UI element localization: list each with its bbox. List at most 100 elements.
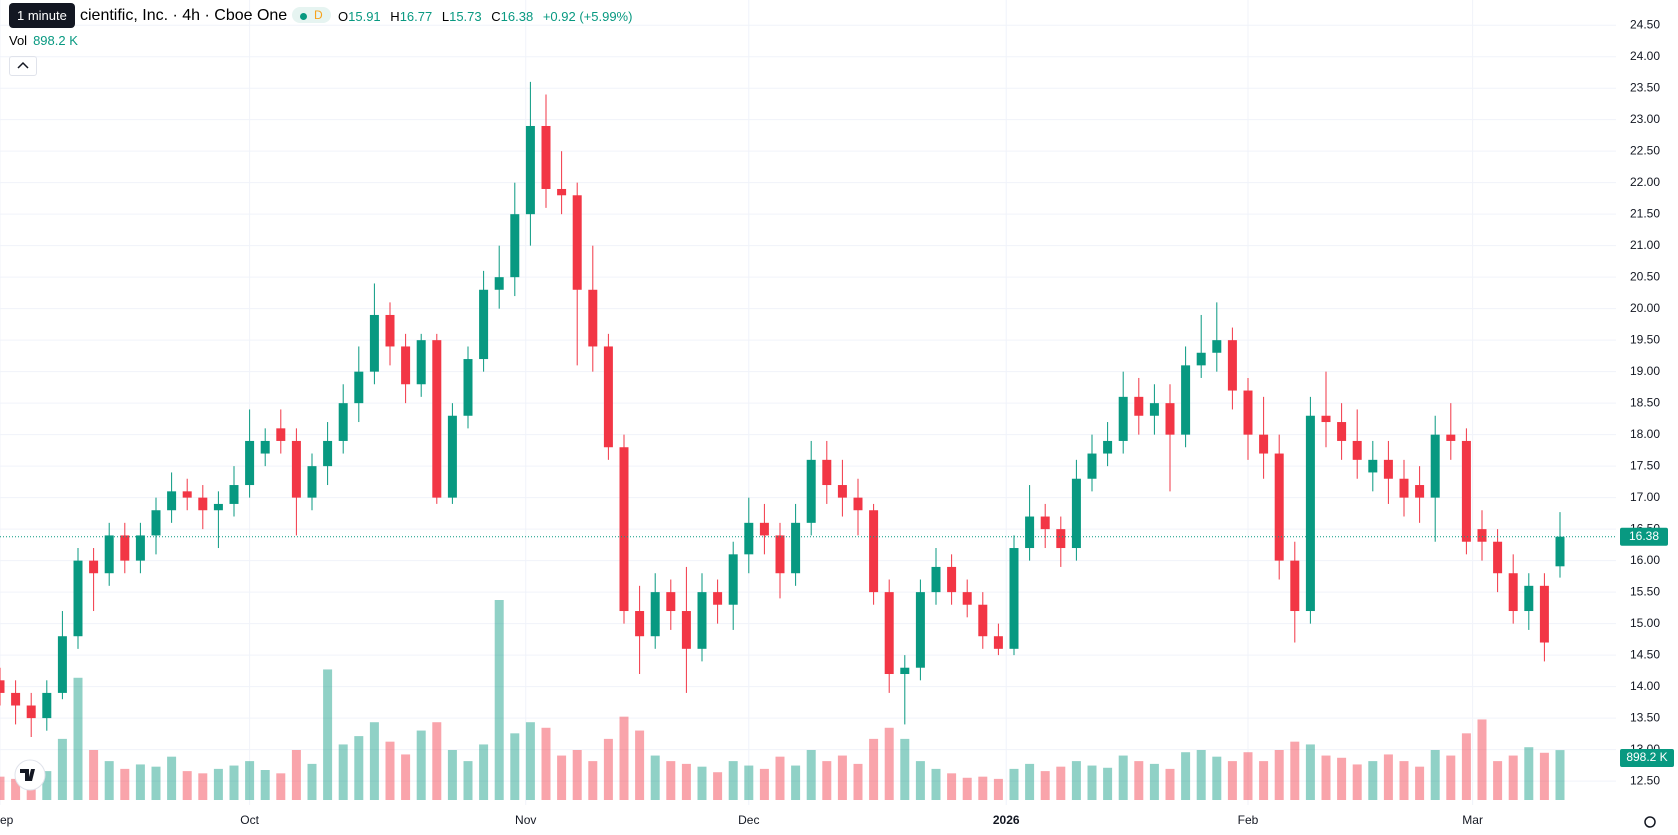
ohlc-label: L	[441, 9, 450, 24]
volume-bar	[1009, 768, 1019, 800]
volume-bar	[104, 761, 114, 800]
volume-bar	[182, 771, 192, 800]
candle-body	[57, 636, 67, 693]
volume-bar	[1087, 765, 1097, 800]
volume-bar	[525, 722, 535, 800]
volume-bar	[619, 716, 629, 800]
candle-body	[1149, 403, 1159, 416]
volume-bar	[291, 750, 301, 800]
volume-bar	[1321, 755, 1331, 800]
candle-body	[151, 510, 161, 536]
volume-bar	[151, 766, 161, 800]
ohlc-label: O	[338, 9, 349, 24]
candle-body	[853, 497, 863, 511]
volume-bar	[884, 727, 894, 800]
candle-body	[1415, 485, 1425, 498]
y-tick-label: 17.50	[1630, 458, 1660, 472]
x-tick-label: ep	[0, 813, 14, 827]
volume-bar	[167, 756, 177, 800]
candle-body	[822, 459, 832, 486]
volume-bar	[806, 750, 816, 800]
volume-bar	[697, 766, 707, 800]
candle-body	[869, 510, 879, 593]
candle-body	[666, 592, 676, 612]
volume-bar	[401, 754, 411, 800]
candle-body	[1446, 434, 1456, 441]
status-badge: D	[292, 7, 331, 23]
volume-bar	[728, 761, 738, 800]
candle-body	[1352, 440, 1362, 460]
volume-bar	[900, 738, 910, 800]
volume-bar	[837, 755, 847, 800]
candle-body	[572, 195, 582, 290]
collapse-button[interactable]	[9, 56, 37, 76]
candle-body	[276, 428, 286, 441]
y-tick-label: 24.50	[1630, 17, 1660, 31]
candle-body	[728, 554, 738, 605]
candle-body	[1181, 365, 1191, 435]
volume-bar	[338, 744, 348, 800]
y-tick-label: 21.50	[1630, 206, 1660, 220]
volume-bar	[650, 755, 660, 800]
candle-body	[1430, 434, 1440, 498]
volume-bar	[213, 768, 223, 800]
candle-body	[713, 592, 723, 605]
volume-bar	[1227, 761, 1237, 800]
volume-bar	[713, 772, 723, 800]
candle-body	[1243, 390, 1253, 435]
volume-bar	[572, 750, 582, 800]
volume-bar	[494, 600, 504, 800]
candle-body	[931, 566, 941, 593]
y-tick-label: 20.50	[1630, 269, 1660, 283]
volume-bar	[1196, 750, 1206, 800]
candle-body	[541, 125, 551, 189]
volume-bar	[1430, 750, 1440, 800]
symbol-title: cientific, Inc. · 4h · Cboe One	[80, 7, 288, 24]
candle-body	[1040, 516, 1050, 530]
volume-bar	[385, 741, 395, 800]
change: +0.92 (+5.99%)	[542, 9, 633, 24]
candle-body	[338, 403, 348, 441]
candle-body	[884, 592, 894, 675]
y-tick-label: 15.50	[1630, 584, 1660, 598]
volume-bar	[1368, 761, 1378, 800]
candle-body	[245, 440, 255, 486]
candle-body	[1196, 352, 1206, 366]
volume-legend: Vol 898.2 K	[9, 33, 78, 48]
volume-bar	[447, 750, 457, 800]
volume-bar	[541, 727, 551, 800]
volume-bar	[1274, 750, 1284, 800]
candle-body	[1399, 478, 1409, 498]
y-tick-label: 22.00	[1630, 175, 1660, 189]
y-tick-label: 12.50	[1630, 773, 1660, 787]
y-tick-label: 23.50	[1630, 80, 1660, 94]
volume-bar	[962, 777, 972, 800]
candle-body	[635, 611, 645, 637]
candle-body	[213, 503, 223, 511]
y-tick-label: 17.00	[1630, 490, 1660, 504]
candle-body	[1212, 340, 1222, 353]
volume-bar	[135, 764, 145, 800]
volume-bar	[1337, 757, 1347, 800]
volume-bar	[822, 761, 832, 800]
volume-bar	[978, 776, 988, 800]
y-tick-label: 13.50	[1630, 710, 1660, 724]
x-tick-label: Mar	[1462, 813, 1483, 827]
volume-bar	[1399, 761, 1409, 800]
settings-icon	[1644, 816, 1656, 828]
candle-body	[369, 314, 379, 372]
volume-bar	[0, 776, 5, 800]
x-tick-label: Oct	[240, 813, 259, 827]
ohlc-label: C	[491, 9, 501, 24]
volume-bar	[791, 765, 801, 800]
volume-bar	[635, 730, 645, 800]
volume-bar	[775, 756, 785, 800]
candle-body	[1103, 440, 1113, 454]
candle-body	[1071, 478, 1081, 549]
volume-bar	[120, 768, 130, 800]
volume-bar	[323, 669, 333, 800]
volume-bar	[1508, 755, 1518, 800]
candle-body	[463, 359, 473, 416]
candle-body	[198, 497, 208, 511]
y-tick-label: 16.00	[1630, 553, 1660, 567]
